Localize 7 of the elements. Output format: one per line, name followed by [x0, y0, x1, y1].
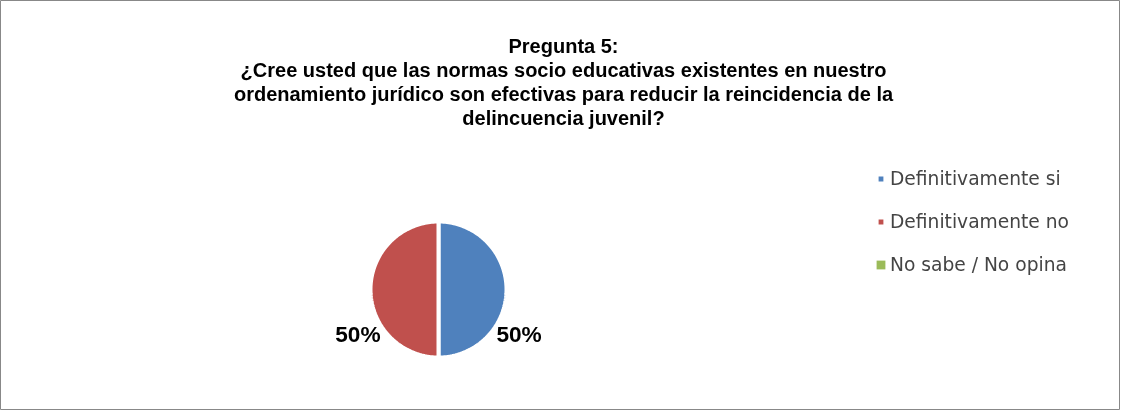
- chart-title: Pregunta 5:: [508, 34, 619, 57]
- legend-label: Definitivamente si: [890, 168, 1061, 189]
- data-label: 50%: [496, 320, 542, 347]
- chart-subtitle: ¿Cree usted que las normas socio educativas existentes en nuestro ordenamiento jurídico son efectivas para reducir la reincidencia de la delincuencia juvenil?: [233, 58, 894, 129]
- legend-label: No sabe / No opina: [890, 254, 1067, 275]
- data-label: 50%: [335, 320, 381, 347]
- legend-label: Definitivamente no: [890, 211, 1070, 232]
